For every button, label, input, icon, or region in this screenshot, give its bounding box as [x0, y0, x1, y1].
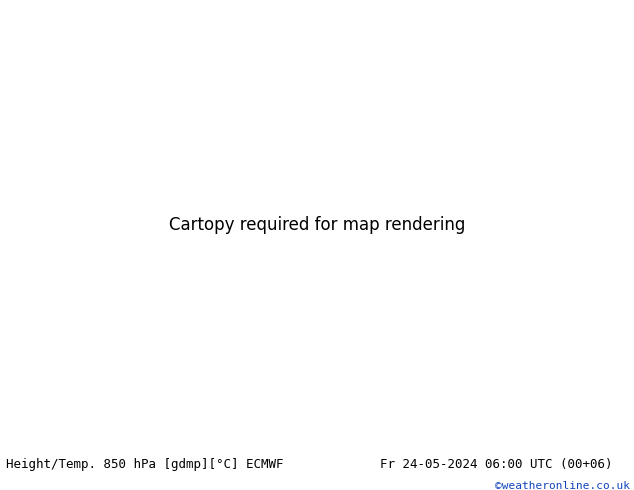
Text: ©weatheronline.co.uk: ©weatheronline.co.uk — [495, 481, 630, 490]
Text: Height/Temp. 850 hPa [gdmp][°C] ECMWF: Height/Temp. 850 hPa [gdmp][°C] ECMWF — [6, 458, 284, 471]
Text: Fr 24-05-2024 06:00 UTC (00+06): Fr 24-05-2024 06:00 UTC (00+06) — [380, 458, 613, 471]
Text: Cartopy required for map rendering: Cartopy required for map rendering — [169, 217, 465, 234]
